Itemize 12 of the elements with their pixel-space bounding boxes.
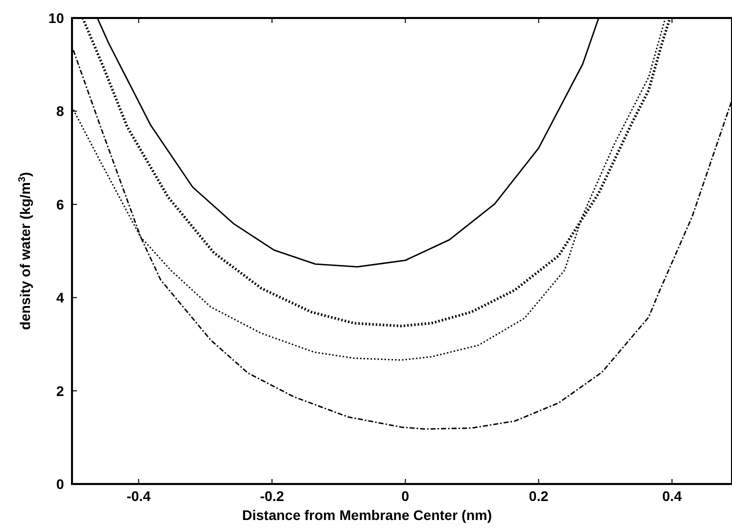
y-tick-label: 4 (56, 290, 64, 306)
y-tick-label: 10 (48, 10, 64, 26)
x-tick-label: 0 (401, 488, 410, 504)
x-tick-label: -0.2 (260, 488, 284, 504)
x-axis-title: Distance from Membrane Center (nm) (242, 507, 492, 523)
x-tick-label: -0.4 (126, 488, 151, 504)
x-tick-label: 0.4 (662, 488, 682, 504)
y-tick-label: 8 (56, 103, 64, 120)
y-tick-label: 6 (56, 196, 64, 212)
x-tick-label: 0.2 (528, 488, 549, 504)
y-tick-label: 2 (56, 382, 64, 399)
y-tick-label: 0 (56, 476, 64, 492)
